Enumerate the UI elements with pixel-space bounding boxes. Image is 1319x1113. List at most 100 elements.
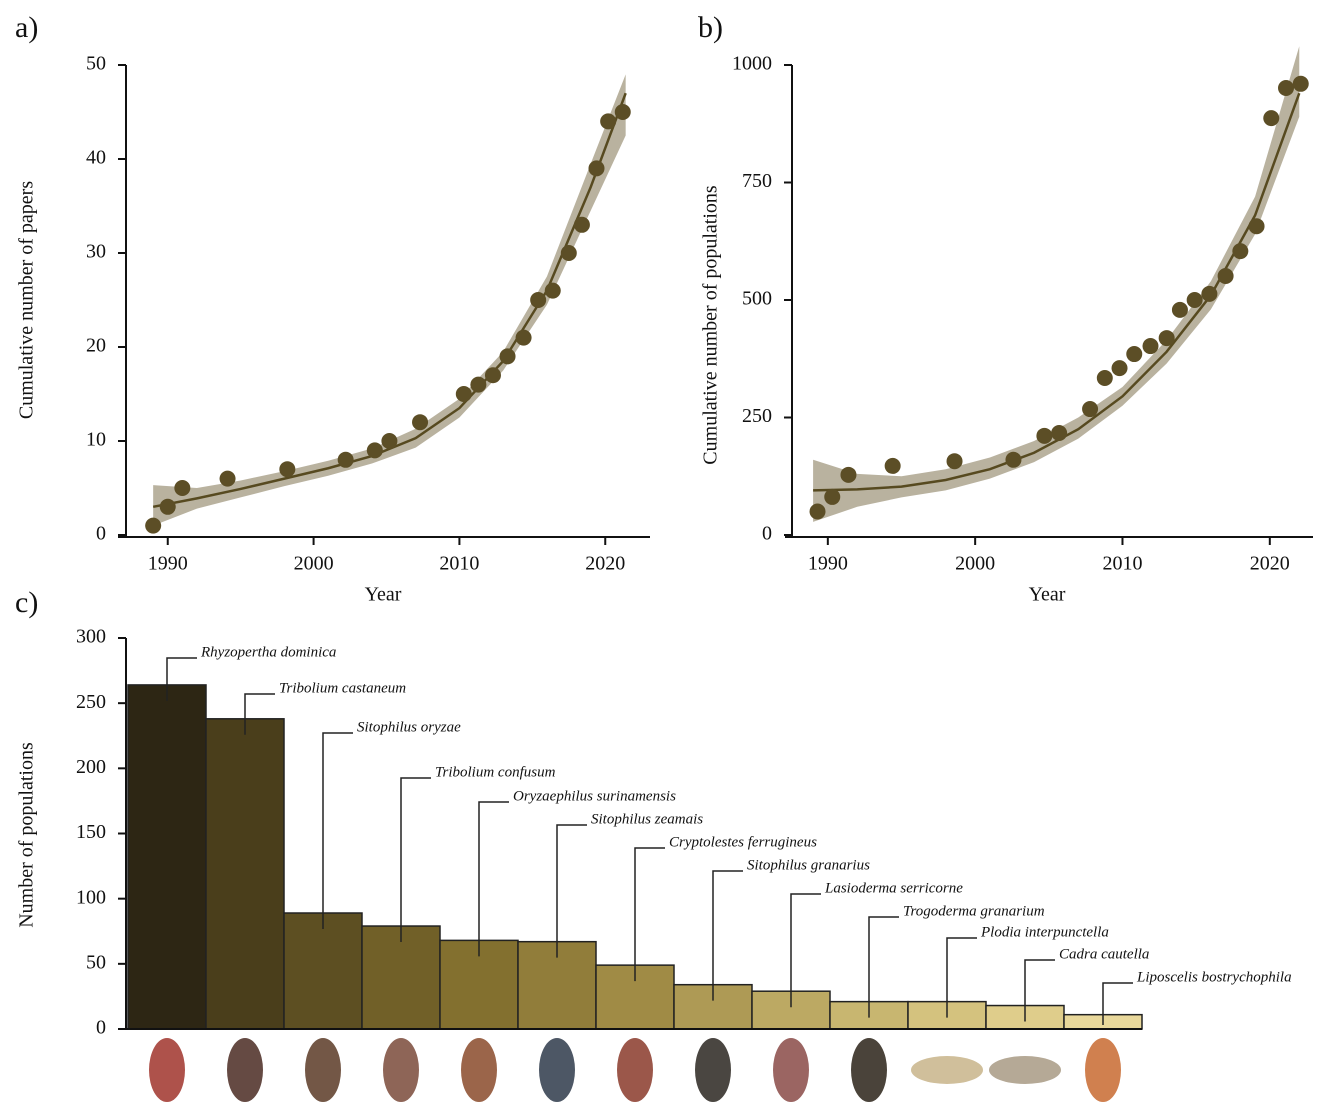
x-tick-label: 2000: [294, 553, 334, 575]
insect-icon: [539, 1038, 575, 1102]
species-label: Cryptolestes ferrugineus: [669, 834, 817, 850]
y-tick-label: 20: [86, 335, 106, 357]
species-label: Lasioderma serricorne: [824, 880, 963, 896]
y-axis-title: Number of populations: [16, 742, 38, 928]
insect-icon: [617, 1038, 653, 1102]
data-point: [1172, 302, 1188, 318]
y-tick-label: 150: [76, 821, 106, 843]
species-label: Rhyzopertha dominica: [200, 644, 336, 660]
species-label: Oryzaephilus surinamensis: [513, 788, 676, 804]
data-point: [885, 458, 901, 474]
species-label: Trogoderma granarium: [903, 903, 1045, 919]
species-label: Sitophilus granarius: [747, 857, 870, 873]
leader-line: [713, 871, 743, 1001]
y-tick-label: 100: [76, 886, 106, 908]
y-tick-label: 750: [742, 170, 772, 192]
y-tick-label: 0: [762, 523, 772, 545]
data-point: [840, 467, 856, 483]
data-point: [947, 453, 963, 469]
data-point: [174, 480, 190, 496]
data-point: [1249, 218, 1265, 234]
bar: [128, 685, 206, 1029]
figure: 010203040501990200020102020Yeara)Cumulat…: [0, 0, 1319, 1108]
data-point: [615, 104, 631, 120]
panel-label: b): [698, 11, 723, 44]
insect-icon: [695, 1038, 731, 1102]
data-point: [810, 504, 826, 520]
data-point: [279, 461, 295, 477]
species-label: Plodia interpunctella: [980, 924, 1109, 940]
species-label: Cadra cautella: [1059, 946, 1149, 962]
data-point: [1005, 452, 1021, 468]
insect-icon: [911, 1056, 983, 1084]
y-tick-label: 250: [76, 691, 106, 713]
y-tick-label: 300: [76, 626, 106, 648]
insect-icon: [851, 1038, 887, 1102]
y-tick-label: 50: [86, 951, 106, 973]
data-point: [1051, 425, 1067, 441]
insect-icons: [149, 1038, 1121, 1102]
y-tick-label: 0: [96, 523, 106, 545]
insect-icon: [1085, 1038, 1121, 1102]
x-tick-label: 2010: [439, 553, 479, 575]
data-point: [367, 442, 383, 458]
y-axis-title: Cumulative number of papers: [16, 181, 38, 419]
species-label: Tribolium confusum: [435, 764, 556, 780]
data-point: [500, 348, 516, 364]
data-point: [561, 245, 577, 261]
confidence-band: [813, 46, 1299, 522]
leader-line: [791, 894, 821, 1007]
data-point: [1187, 292, 1203, 308]
data-point: [145, 518, 161, 534]
insect-icon: [383, 1038, 419, 1102]
data-point: [589, 160, 605, 176]
x-tick-label: 2020: [585, 553, 625, 575]
data-point: [1036, 428, 1052, 444]
data-point: [1201, 286, 1217, 302]
data-point: [516, 330, 532, 346]
data-point: [574, 217, 590, 233]
y-tick-label: 200: [76, 756, 106, 778]
confidence-band: [153, 74, 626, 525]
insect-icon: [305, 1038, 341, 1102]
y-tick-label: 30: [86, 241, 106, 263]
x-tick-label: 1990: [808, 553, 848, 575]
leader-line: [635, 848, 665, 981]
data-point: [412, 414, 428, 430]
data-point: [456, 386, 472, 402]
data-point: [1263, 110, 1279, 126]
leader-line: [557, 825, 587, 958]
insect-icon: [227, 1038, 263, 1102]
bar: [284, 913, 362, 1029]
y-tick-label: 1000: [732, 53, 772, 75]
insect-icon: [989, 1056, 1061, 1084]
data-point: [338, 452, 354, 468]
data-point: [1097, 370, 1113, 386]
y-tick-label: 50: [86, 53, 106, 75]
data-point: [545, 283, 561, 299]
data-point: [1142, 338, 1158, 354]
leader-line: [401, 778, 431, 942]
x-tick-label: 1990: [148, 553, 188, 575]
data-point: [600, 113, 616, 129]
data-point: [1082, 401, 1098, 417]
x-tick-label: 2020: [1250, 553, 1290, 575]
data-point: [160, 499, 176, 515]
x-axis-title: Year: [1029, 584, 1066, 606]
panel-label: c): [15, 586, 38, 619]
leader-line: [323, 733, 353, 929]
data-point: [1218, 268, 1234, 284]
species-label: Sitophilus oryzae: [357, 719, 461, 735]
y-tick-label: 0: [96, 1017, 106, 1039]
data-point: [1159, 330, 1175, 346]
data-point: [530, 292, 546, 308]
insect-icon: [461, 1038, 497, 1102]
y-tick-label: 10: [86, 429, 106, 451]
data-point: [1232, 243, 1248, 259]
species-label: Sitophilus zeamais: [591, 811, 703, 827]
insect-icon: [773, 1038, 809, 1102]
data-point: [1112, 360, 1128, 376]
data-point: [381, 433, 397, 449]
data-point: [485, 367, 501, 383]
y-tick-label: 500: [742, 288, 772, 310]
